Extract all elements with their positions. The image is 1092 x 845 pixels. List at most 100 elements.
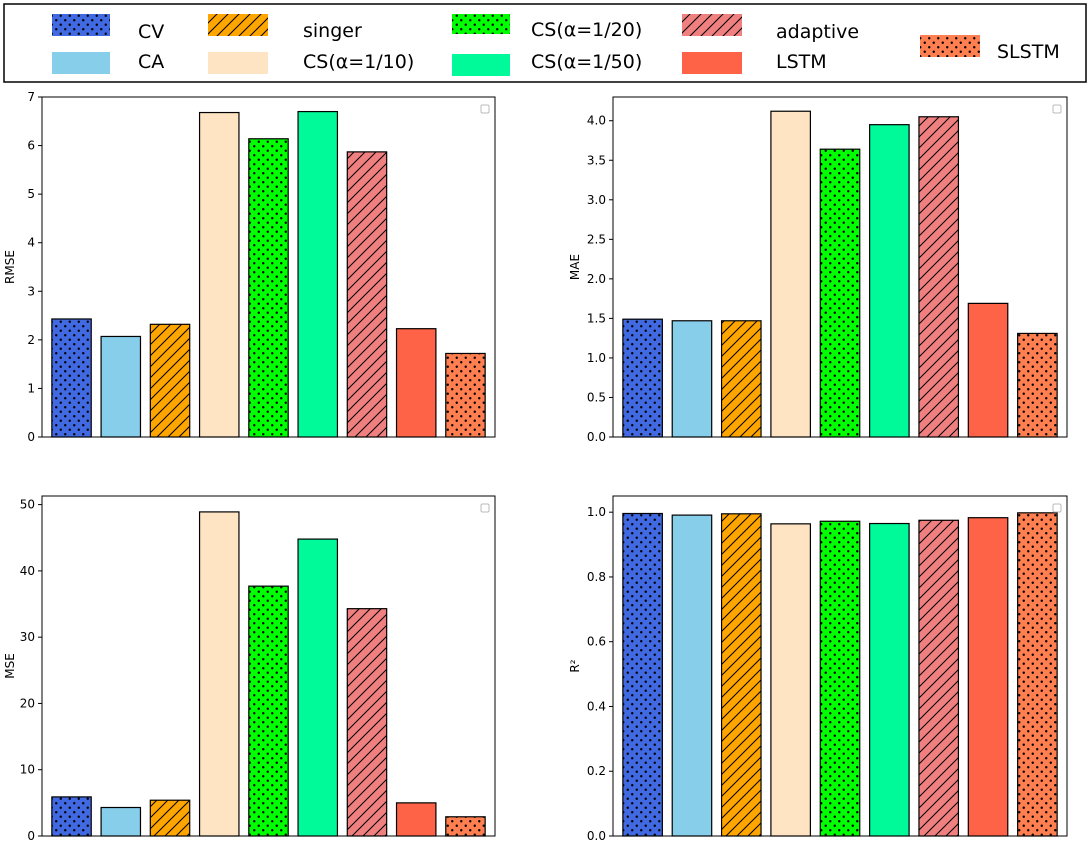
y-tick-label: 0 (27, 829, 35, 843)
legend-swatch (452, 54, 510, 76)
legend-item-singer: singer (208, 14, 362, 42)
chart-rmse: 0 1 2 3 4 5 6 7 RMSE (3, 90, 496, 444)
y-tick-label: 50 (20, 498, 35, 512)
empty-legend-box (1052, 503, 1062, 513)
bar-cs-1-10 (770, 523, 811, 837)
bar-cv (51, 796, 92, 837)
bar-cs-1-50 (869, 522, 910, 837)
legend: CV CA singer CS(α=1/10) CS(α=1/20) CS(α=1/50)… (3, 3, 1087, 83)
legend-label: CS(α=1/20) (531, 19, 642, 41)
plot-frame (612, 495, 1068, 837)
bar-adaptive (346, 151, 388, 438)
y-tick-label: 0.5 (587, 390, 606, 404)
y-tick-label: 2.5 (587, 232, 606, 246)
y-tick-label: 4 (27, 236, 35, 250)
y-tick-label: 3.5 (587, 153, 606, 167)
y-tick-label: 3 (27, 284, 35, 298)
bar-lstm (395, 328, 437, 438)
y-axis-label: RMSE (3, 250, 17, 284)
y-tick-label: 30 (20, 630, 35, 644)
legend-item-ca: CA (52, 51, 164, 74)
y-tick-label: 1.0 (587, 505, 606, 519)
bar-cv (51, 318, 92, 438)
y-tick-label: 7 (27, 90, 35, 104)
bar-lstm (967, 302, 1009, 438)
y-tick-label: 1.0 (587, 351, 606, 365)
legend-swatch (682, 52, 742, 74)
bar-adaptive (346, 608, 388, 837)
bar-cv (622, 318, 663, 438)
legend-swatch (452, 14, 510, 34)
y-axis-label: R² (568, 659, 582, 672)
y-tick-label: 0.0 (587, 430, 606, 444)
bar-ca (100, 806, 142, 837)
legend-item-cs-1-50: CS(α=1/50) (452, 51, 642, 76)
legend-label: adaptive (776, 21, 859, 43)
empty-legend-box (480, 104, 490, 114)
chart-mse: 0 10 20 30 40 50 MSE (3, 495, 496, 843)
legend-frame (3, 3, 1087, 83)
plot-frame (41, 495, 496, 837)
y-tick-label: 5 (27, 187, 35, 201)
legend-swatch (920, 35, 980, 57)
y-tick-label: 0.8 (587, 570, 606, 584)
y-axis-label: MAE (568, 254, 582, 280)
bar-cs-1-50 (869, 124, 910, 438)
bar-cs-1-10 (198, 511, 240, 837)
legend-item-slstm: SLSTM (920, 35, 1060, 63)
y-tick-label: 40 (20, 564, 35, 578)
y-tick-label: 1 (27, 381, 35, 395)
legend-label: CA (138, 51, 164, 73)
y-tick-label: 1.5 (587, 311, 606, 325)
y-tick-label: 20 (20, 696, 35, 710)
legend-swatch (682, 14, 742, 36)
bar-singer (149, 799, 191, 837)
legend-item-cs-1-10: CS(α=1/10) (208, 51, 414, 74)
legend-label: CS(α=1/10) (303, 51, 414, 73)
y-tick-label: 0.2 (587, 764, 606, 778)
y-tick-label: 10 (20, 763, 35, 777)
chart-r2: 0.0 0.2 0.4 0.6 0.8 1.0 R² (568, 495, 1068, 843)
y-tick-label: 3.0 (587, 193, 606, 207)
legend-label: singer (303, 20, 362, 42)
y-tick-label: 0.6 (587, 635, 606, 649)
bar-singer (149, 323, 191, 438)
plot-frame (612, 96, 1068, 438)
bar-adaptive (918, 519, 960, 837)
bar-slstm (1017, 512, 1058, 837)
bar-adaptive (918, 116, 960, 438)
bar-cs-1-20 (248, 138, 289, 438)
y-tick-label: 6 (27, 139, 35, 153)
bar-cs-1-10 (198, 111, 240, 438)
legend-label: CS(α=1/50) (531, 51, 642, 73)
empty-legend-box (480, 503, 490, 513)
bar-ca (100, 335, 142, 438)
legend-item-lstm: LSTM (682, 51, 827, 74)
bar-ca (671, 320, 713, 438)
legend-item-cs-1-20: CS(α=1/20) (452, 14, 642, 41)
y-tick-label: 0.0 (587, 829, 606, 843)
plot-frame (41, 96, 496, 438)
y-tick-label: 2.0 (587, 272, 606, 286)
bar-cs-1-10 (770, 110, 811, 438)
y-tick-label: 4.0 (587, 114, 606, 128)
legend-label: CV (138, 21, 164, 43)
bar-cs-1-20 (819, 148, 861, 438)
legend-label: SLSTM (997, 41, 1060, 63)
bar-singer (720, 513, 762, 837)
chart-mae: 0.0 0.5 1.0 1.5 2.0 2.5 3.0 3.5 4.0 MAE (568, 96, 1068, 444)
y-axis-label: MSE (3, 653, 17, 679)
bar-lstm (395, 802, 437, 837)
y-tick-label: 0.4 (587, 699, 606, 713)
bar-cs-1-20 (819, 520, 861, 837)
bar-cs-1-50 (297, 538, 339, 837)
bar-cs-1-20 (248, 585, 289, 837)
bar-cs-1-50 (297, 110, 339, 438)
legend-swatch (52, 14, 110, 36)
bar-lstm (967, 517, 1009, 837)
legend-label: LSTM (776, 51, 827, 73)
legend-item-cv: CV (52, 14, 164, 43)
bar-slstm (1017, 332, 1058, 438)
bar-slstm (445, 816, 486, 837)
